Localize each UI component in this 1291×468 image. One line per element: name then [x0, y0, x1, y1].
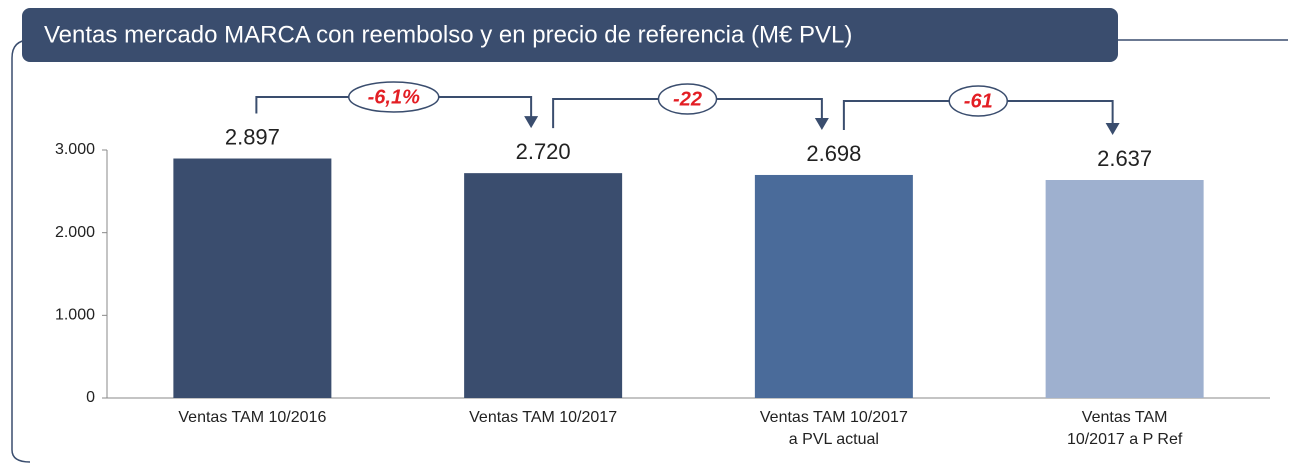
annotation: -22 [673, 88, 702, 110]
arrow-head [1105, 123, 1120, 136]
arrow-head [524, 116, 539, 129]
annotation: -61 [964, 90, 993, 112]
x-tick-label: Ventas TAM [1082, 409, 1168, 426]
frame [11, 39, 1288, 463]
x-tick-label: Ventas TAM 10/2016 [178, 409, 326, 426]
annotation: -6,1% [368, 86, 420, 108]
annotation-bubble [657, 83, 718, 115]
value-label: 2.897 [225, 124, 280, 149]
bar [173, 158, 332, 398]
x-tick-label: 10/2017 a P Ref [1067, 431, 1183, 448]
value-label: 2.637 [1097, 146, 1152, 171]
y-tick-label: 0 [86, 389, 95, 406]
value-label: 2.720 [516, 139, 571, 164]
value-label: 2.698 [806, 141, 861, 166]
title-box [22, 8, 1118, 62]
annotation-bubble [348, 81, 440, 113]
bar [1045, 180, 1204, 398]
y-tick-label: 2.000 [55, 224, 95, 241]
y-tick-label: 1.000 [55, 307, 95, 324]
bar [754, 174, 913, 398]
x-tick-label: Ventas TAM 10/2017 [760, 409, 908, 426]
annotation-bubble [948, 85, 1008, 117]
y-tick-label: 3.000 [55, 141, 95, 158]
chart-title: Ventas mercado MARCA con reembolso y en … [44, 21, 852, 48]
x-tick-label: a PVL actual [789, 431, 879, 448]
x-tick-label: Ventas TAM 10/2017 [469, 409, 617, 426]
bar [464, 173, 623, 398]
arrow-head [814, 117, 829, 130]
